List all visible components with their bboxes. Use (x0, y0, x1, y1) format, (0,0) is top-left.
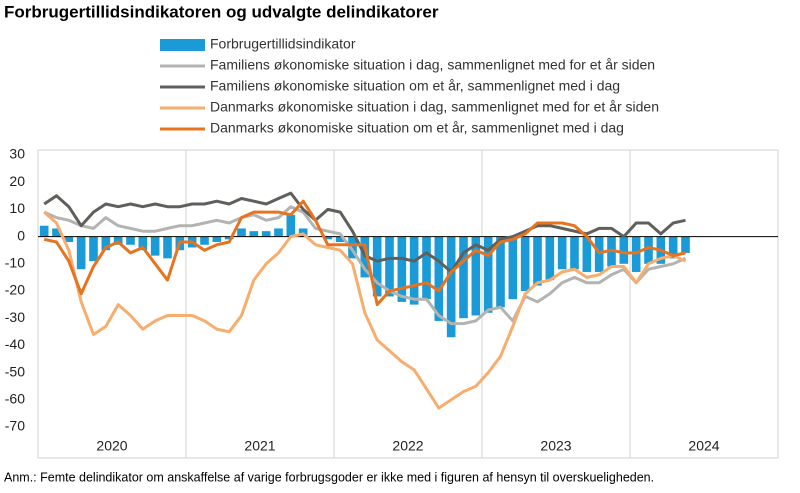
bar (64, 236, 74, 243)
bar (138, 236, 148, 251)
x-tick-label: 2022 (392, 438, 423, 454)
y-tick-label: 10 (9, 200, 25, 216)
bar (557, 236, 567, 270)
bar (434, 236, 444, 321)
bar (348, 236, 357, 259)
bar (409, 236, 419, 305)
y-tick-label: -70 (5, 418, 25, 434)
x-tick-label: 2023 (540, 438, 571, 454)
y-tick-label: -20 (5, 282, 25, 298)
x-tick-label: 2024 (688, 438, 719, 454)
legend-swatch (160, 39, 205, 51)
bar (237, 228, 246, 237)
bar (644, 236, 653, 264)
bar (681, 236, 690, 253)
y-tick-label: -60 (5, 391, 25, 407)
bar (274, 228, 283, 237)
bar (385, 236, 394, 297)
bar (422, 236, 431, 300)
bar (471, 236, 481, 316)
bar (163, 236, 172, 259)
bar (101, 236, 111, 251)
bar (39, 225, 49, 237)
y-tick-label: -50 (5, 363, 25, 379)
bar (459, 236, 468, 319)
bar (200, 236, 209, 245)
legend-label: Familiens økonomiske situation om et år,… (210, 78, 620, 94)
chart-title: Forbrugertillidsindikatoren og udvalgte … (4, 2, 439, 21)
bar (520, 236, 530, 291)
bar (397, 236, 407, 302)
bar (126, 236, 135, 245)
bar (249, 231, 259, 237)
bar (52, 228, 61, 237)
line (43, 210, 687, 410)
bar (323, 236, 333, 240)
legend-label: Familiens økonomiske situation i dag, sa… (210, 57, 655, 73)
bar (619, 236, 629, 264)
bar (570, 236, 579, 270)
bar (89, 236, 98, 262)
bar (483, 236, 493, 313)
bar (668, 236, 678, 259)
bar (286, 214, 296, 237)
bar (446, 236, 456, 338)
bar (224, 236, 234, 240)
bar (212, 236, 222, 243)
bar (582, 236, 592, 272)
y-tick-label: 30 (9, 146, 25, 162)
bar (533, 236, 542, 286)
y-tick-label: 20 (9, 173, 25, 189)
legend-label: Danmarks økonomiske situation i dag, sam… (210, 99, 659, 115)
legend-label: Danmarks økonomiske situation om et år, … (210, 120, 624, 136)
y-tick-label: -40 (5, 336, 25, 352)
bar (76, 236, 86, 270)
bar (545, 236, 555, 281)
bar (372, 236, 382, 297)
plot-frame (37, 149, 779, 459)
y-tick-label: -10 (5, 255, 25, 271)
line (43, 191, 686, 274)
x-tick-label: 2021 (244, 438, 275, 454)
y-tick-label: 0 (17, 227, 25, 243)
bar (150, 236, 160, 256)
line (43, 199, 686, 307)
bar (508, 236, 518, 300)
bar (496, 236, 505, 308)
x-tick-label: 2020 (96, 438, 127, 454)
y-tick-label: -30 (5, 309, 25, 325)
bar (261, 231, 271, 237)
legend-label: Forbrugertillidsindikator (210, 36, 356, 52)
bar (335, 236, 345, 243)
line (43, 205, 687, 326)
note: Anm.: Femte delindikator om anskaffelse … (4, 470, 654, 484)
